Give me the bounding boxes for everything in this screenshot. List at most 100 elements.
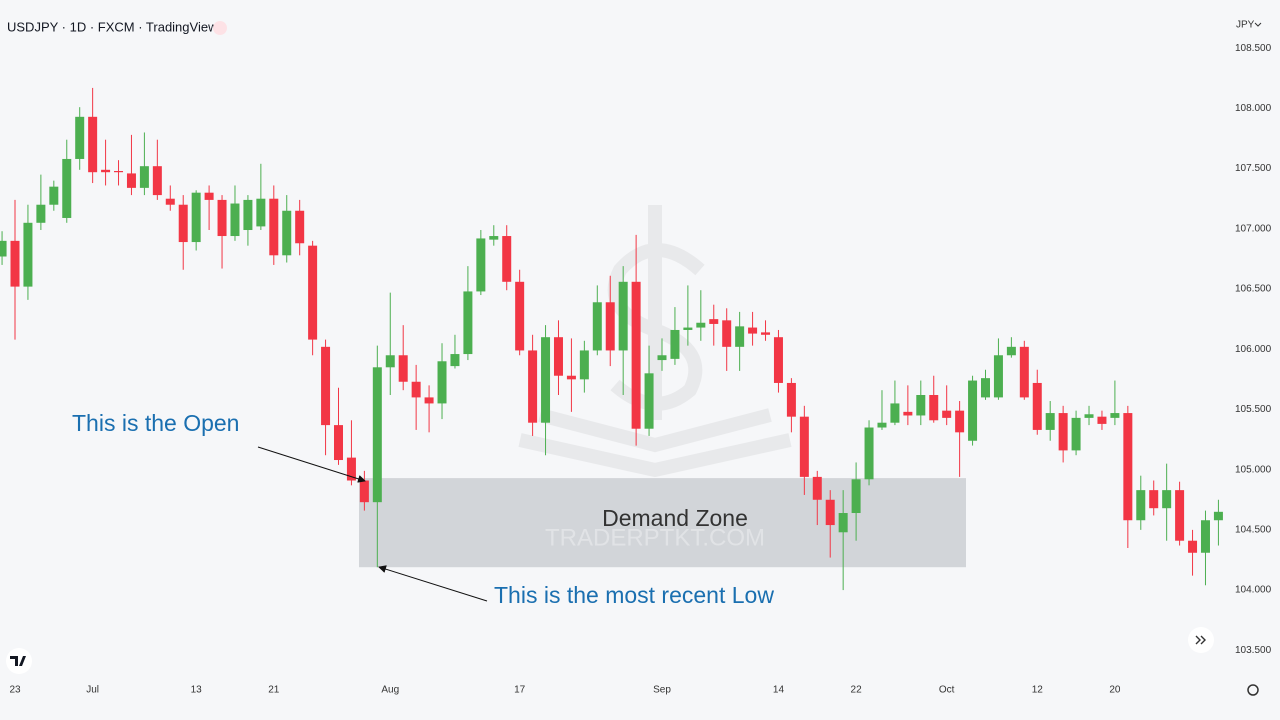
y-tick-label: 108.500 bbox=[1235, 43, 1272, 54]
candle-body bbox=[502, 236, 512, 282]
candle-body bbox=[993, 355, 1003, 398]
candle-body bbox=[605, 302, 615, 351]
candle-body bbox=[1097, 416, 1107, 424]
y-tick-label: 107.000 bbox=[1235, 223, 1272, 234]
candle-body bbox=[1019, 346, 1029, 398]
candle-body bbox=[114, 171, 124, 173]
candle-body bbox=[786, 382, 796, 417]
candle-body bbox=[592, 302, 602, 351]
settings-icon[interactable] bbox=[1247, 684, 1259, 696]
candle-body bbox=[411, 381, 421, 398]
candle-body bbox=[657, 355, 667, 361]
x-tick-label: Jul bbox=[86, 685, 99, 696]
candle-body bbox=[515, 281, 525, 351]
x-tick-label: 13 bbox=[191, 685, 203, 696]
candle-body bbox=[1175, 490, 1185, 541]
tv-logo[interactable] bbox=[6, 648, 32, 674]
candle-body bbox=[528, 350, 538, 423]
candle-body bbox=[139, 166, 149, 188]
y-tick-label: 103.500 bbox=[1235, 645, 1272, 656]
candle-body bbox=[1058, 413, 1068, 451]
candle-body bbox=[489, 236, 499, 240]
candle-body bbox=[1136, 490, 1146, 521]
candle-body bbox=[981, 378, 990, 398]
candle-body bbox=[398, 355, 408, 382]
candle-body bbox=[385, 355, 395, 368]
candle-body bbox=[825, 499, 835, 526]
annotation: This is the Open bbox=[72, 410, 239, 436]
x-tick-label: 14 bbox=[773, 685, 785, 696]
y-tick-label: 106.500 bbox=[1235, 284, 1272, 295]
candle-body bbox=[942, 410, 952, 418]
candle-body bbox=[877, 422, 887, 428]
candle-body bbox=[23, 222, 33, 287]
candle-body bbox=[437, 361, 447, 404]
candle-body bbox=[696, 322, 706, 328]
x-tick-label: Aug bbox=[381, 685, 399, 696]
currency-label: JPY bbox=[1236, 20, 1255, 31]
candle-body bbox=[838, 513, 848, 533]
x-tick-label: 23 bbox=[9, 685, 21, 696]
candle-body bbox=[217, 199, 227, 237]
candle-body bbox=[553, 337, 563, 376]
candle-body bbox=[346, 457, 356, 481]
y-tick-label: 106.000 bbox=[1235, 344, 1272, 355]
candle-body bbox=[812, 476, 822, 500]
candle-body bbox=[890, 403, 900, 423]
annotation: This is the most recent Low bbox=[494, 582, 774, 608]
x-tick-label: 21 bbox=[268, 685, 280, 696]
chart-title: USDJPY · 1D · FXCM · TradingView bbox=[7, 19, 218, 34]
candle-body bbox=[243, 199, 253, 231]
candle-body bbox=[424, 397, 434, 404]
candle-body bbox=[864, 427, 874, 480]
candle-body bbox=[1149, 490, 1159, 509]
candle-body bbox=[566, 375, 576, 380]
candle-body bbox=[1006, 346, 1016, 356]
watermark: TRADERPTKT.COM bbox=[545, 524, 765, 551]
candle-body bbox=[372, 367, 382, 503]
candle-body bbox=[204, 192, 214, 200]
candle-body bbox=[269, 198, 279, 256]
y-tick-label: 105.500 bbox=[1235, 404, 1272, 415]
candle-body bbox=[359, 480, 369, 503]
y-tick-label: 105.000 bbox=[1235, 464, 1272, 475]
candle-body bbox=[165, 198, 175, 205]
candle-body bbox=[1071, 417, 1081, 451]
candle-body bbox=[618, 281, 628, 351]
arrow bbox=[257, 446, 366, 483]
tv-logo-mark bbox=[10, 656, 26, 666]
candle-body bbox=[916, 394, 926, 416]
demand-zone bbox=[359, 478, 966, 568]
x-tick-label: 20 bbox=[1109, 685, 1121, 696]
candle-body bbox=[761, 332, 771, 335]
candle-body bbox=[541, 337, 551, 423]
candle-body bbox=[773, 337, 783, 383]
candle-body bbox=[748, 327, 758, 334]
candle-body bbox=[1123, 413, 1133, 521]
candle-body bbox=[334, 425, 343, 461]
candle-body bbox=[644, 373, 654, 429]
candle-body bbox=[321, 346, 331, 426]
candle-body bbox=[903, 411, 913, 416]
candle-body bbox=[1045, 413, 1055, 430]
candle-body bbox=[683, 327, 693, 330]
scroll-button[interactable] bbox=[1188, 627, 1214, 653]
y-tick-label: 104.000 bbox=[1235, 585, 1272, 596]
candle-body bbox=[1213, 511, 1223, 521]
candle-body bbox=[968, 380, 978, 441]
x-tick-label: 22 bbox=[851, 685, 863, 696]
candle-body bbox=[1084, 414, 1094, 418]
candle-body bbox=[735, 326, 745, 347]
candle-body bbox=[152, 166, 162, 196]
x-tick-label: Oct bbox=[939, 685, 955, 696]
candle-body bbox=[101, 169, 111, 173]
watermark-logo bbox=[518, 205, 792, 478]
dropdown-icon[interactable] bbox=[1254, 22, 1262, 27]
candle-body bbox=[49, 186, 59, 205]
candle-body bbox=[463, 291, 473, 355]
candle-body bbox=[88, 116, 98, 173]
candle-body bbox=[62, 158, 72, 218]
candle-body bbox=[0, 240, 7, 257]
